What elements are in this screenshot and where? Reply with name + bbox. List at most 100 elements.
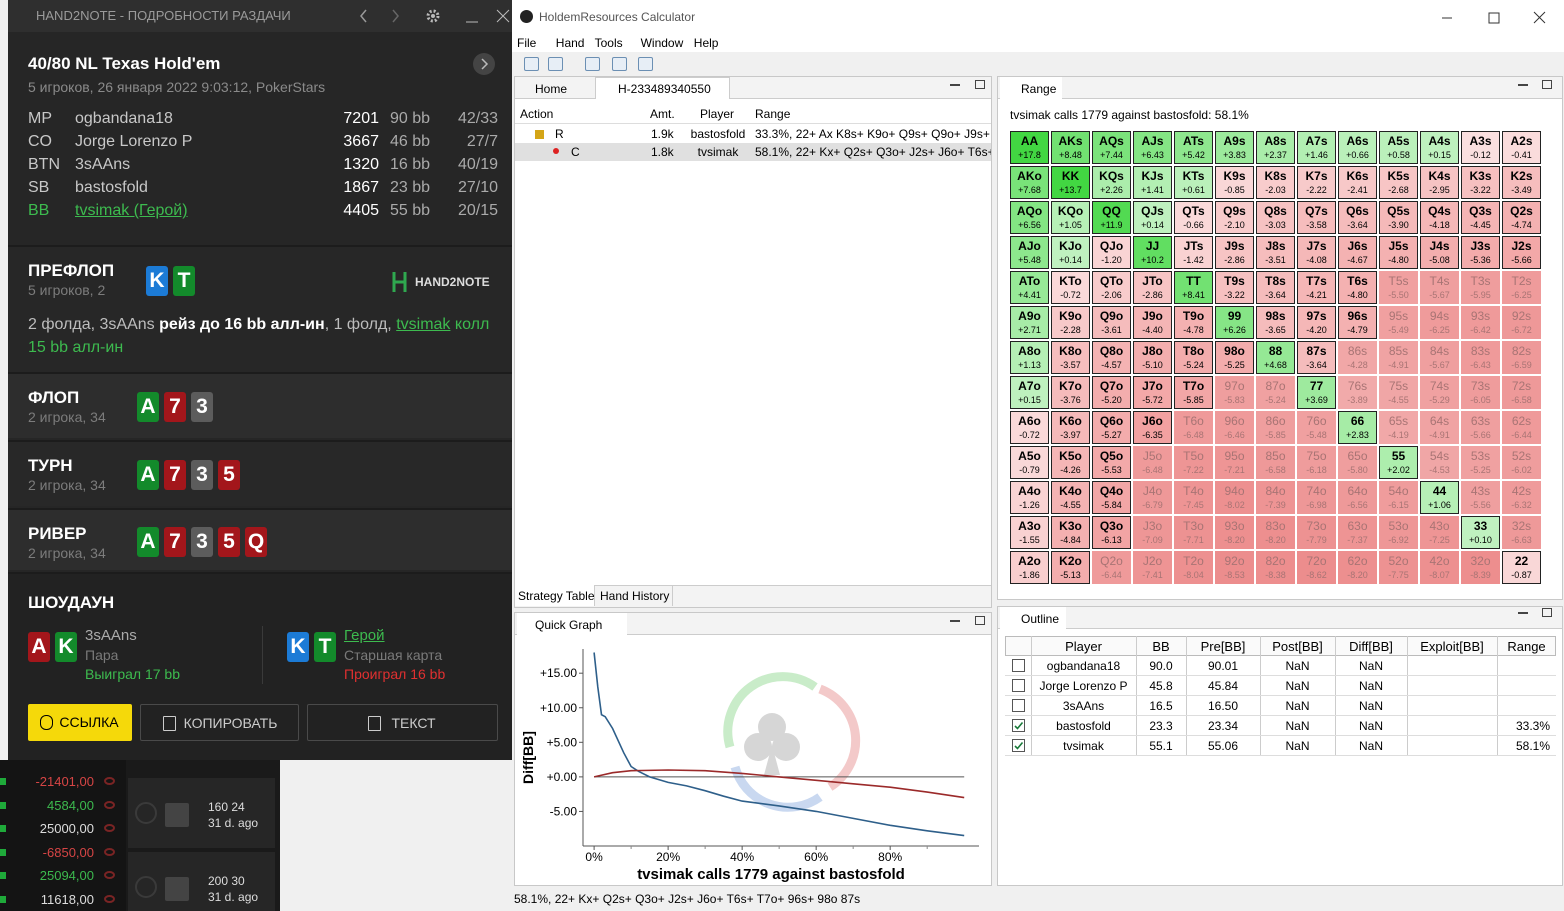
next-button[interactable] — [472, 52, 496, 76]
range-cell[interactable]: AQo +6.56 — [1010, 201, 1049, 234]
range-cell[interactable]: J7s -4.08 — [1297, 236, 1336, 269]
range-cell[interactable]: 75o -6.18 — [1297, 446, 1336, 479]
range-cell[interactable]: Q6o -5.27 — [1092, 411, 1131, 444]
range-cell[interactable]: A2s -0.41 — [1502, 131, 1541, 164]
range-cell[interactable]: T6o -6.48 — [1174, 411, 1213, 444]
range-cell[interactable]: 63s -5.66 — [1461, 411, 1500, 444]
range-cell[interactable]: Q6s -3.64 — [1338, 201, 1377, 234]
range-cell[interactable]: Q5s -3.90 — [1379, 201, 1418, 234]
range-cell[interactable]: 62s -6.44 — [1502, 411, 1541, 444]
range-cell[interactable]: Q7o -5.20 — [1092, 376, 1131, 409]
range-cell[interactable]: 44 +1.06 — [1420, 481, 1459, 514]
range-cell[interactable]: 62o -8.20 — [1338, 551, 1377, 584]
tab-active[interactable] — [595, 77, 730, 99]
minimize-button[interactable] — [950, 84, 960, 86]
range-cell[interactable]: A4s +0.15 — [1420, 131, 1459, 164]
range-cell[interactable]: 85s -4.91 — [1379, 341, 1418, 374]
range-cell[interactable]: QTs -0.66 — [1174, 201, 1213, 234]
minimize-button[interactable] — [950, 620, 960, 622]
menu-item[interactable]: Hand — [555, 36, 585, 50]
range-cell[interactable]: KJo +0.14 — [1051, 236, 1090, 269]
range-cell[interactable]: J3o -7.09 — [1133, 516, 1172, 549]
menu-item[interactable]: File — [517, 36, 537, 50]
range-cell[interactable]: 84o -7.39 — [1256, 481, 1295, 514]
range-cell[interactable]: T6s -4.80 — [1338, 271, 1377, 304]
menu-item[interactable]: Tools — [594, 36, 623, 50]
range-cell[interactable]: QJs +0.14 — [1133, 201, 1172, 234]
range-cell[interactable]: 43s -5.56 — [1461, 481, 1500, 514]
range-cell[interactable]: QJo -1.20 — [1092, 236, 1131, 269]
range-cell[interactable]: K5o -4.26 — [1051, 446, 1090, 479]
range-cell[interactable]: 76s -3.89 — [1338, 376, 1377, 409]
range-cell[interactable]: 98s -3.65 — [1256, 306, 1295, 339]
range-cell[interactable]: 97o -5.83 — [1215, 376, 1254, 409]
range-cell[interactable]: 53o -6.92 — [1379, 516, 1418, 549]
range-cell[interactable]: J2s -5.66 — [1502, 236, 1541, 269]
range-cell[interactable]: 55 +2.02 — [1379, 446, 1418, 479]
range-cell[interactable]: K8o -3.57 — [1051, 341, 1090, 374]
range-cell[interactable]: 86s -4.28 — [1338, 341, 1377, 374]
range-cell[interactable]: 72o -8.62 — [1297, 551, 1336, 584]
range-cell[interactable]: 53s -5.25 — [1461, 446, 1500, 479]
range-cell[interactable]: 73o -7.79 — [1297, 516, 1336, 549]
button[interactable]: ТЕКСТ — [307, 704, 498, 741]
range-cell[interactable]: 97s -4.20 — [1297, 306, 1336, 339]
range-cell[interactable]: J6o -6.35 — [1133, 411, 1172, 444]
range-cell[interactable]: 65o -5.80 — [1338, 446, 1377, 479]
range-cell[interactable]: J4o -6.79 — [1133, 481, 1172, 514]
range-cell[interactable]: 66 +2.83 — [1338, 411, 1377, 444]
range-cell[interactable]: Q8o -4.57 — [1092, 341, 1131, 374]
range-cell[interactable]: AJo +5.48 — [1010, 236, 1049, 269]
range-cell[interactable]: J6s -4.67 — [1338, 236, 1377, 269]
range-cell[interactable]: T8s -3.64 — [1256, 271, 1295, 304]
range-cell[interactable]: A6s +0.66 — [1338, 131, 1377, 164]
range-cell[interactable]: T7s -4.21 — [1297, 271, 1336, 304]
range-cell[interactable]: 93o -8.20 — [1215, 516, 1254, 549]
range-cell[interactable]: K2s -3.49 — [1502, 166, 1541, 199]
range-cell[interactable]: A9o +2.71 — [1010, 306, 1049, 339]
checkbox[interactable] — [1012, 739, 1025, 752]
range-cell[interactable]: QTo -2.06 — [1092, 271, 1131, 304]
range-cell[interactable]: KTo -0.72 — [1051, 271, 1090, 304]
range-cell[interactable]: A2o -1.86 — [1010, 551, 1049, 584]
tab[interactable] — [1000, 607, 1066, 629]
range-cell[interactable]: KK +13.7 — [1051, 166, 1090, 199]
range-cell[interactable]: T9s -3.22 — [1215, 271, 1254, 304]
range-cell[interactable]: Q5o -5.53 — [1092, 446, 1131, 479]
range-cell[interactable]: ATs +5.42 — [1174, 131, 1213, 164]
range-cell[interactable]: 33 +0.10 — [1461, 516, 1500, 549]
range-cell[interactable]: 63o -7.37 — [1338, 516, 1377, 549]
range-cell[interactable]: JTo -2.86 — [1133, 271, 1172, 304]
range-cell[interactable]: 94s -6.25 — [1420, 306, 1459, 339]
range-cell[interactable]: 85o -6.58 — [1256, 446, 1295, 479]
range-cell[interactable]: A8o +1.13 — [1010, 341, 1049, 374]
tab[interactable] — [517, 613, 627, 635]
range-cell[interactable]: K5s -2.68 — [1379, 166, 1418, 199]
range-cell[interactable]: AJs +6.43 — [1133, 131, 1172, 164]
range-cell[interactable]: 76o -5.48 — [1297, 411, 1336, 444]
range-cell[interactable]: K4s -2.95 — [1420, 166, 1459, 199]
range-cell[interactable]: 82o -8.38 — [1256, 551, 1295, 584]
range-cell[interactable]: AKo +7.68 — [1010, 166, 1049, 199]
bottom-tab[interactable] — [597, 585, 673, 606]
range-cell[interactable]: 74o -6.98 — [1297, 481, 1336, 514]
range-cell[interactable]: T4s -5.67 — [1420, 271, 1459, 304]
minimize-button[interactable] — [1518, 612, 1528, 614]
range-cell[interactable]: T2o -8.04 — [1174, 551, 1213, 584]
range-cell[interactable]: 22 -0.87 — [1502, 551, 1541, 584]
range-cell[interactable]: 83o -8.20 — [1256, 516, 1295, 549]
range-cell[interactable]: 99 +6.26 — [1215, 306, 1254, 339]
range-cell[interactable]: 87s -3.64 — [1297, 341, 1336, 374]
range-cell[interactable]: J7o -5.72 — [1133, 376, 1172, 409]
range-cell[interactable]: Q9o -3.61 — [1092, 306, 1131, 339]
checkbox[interactable] — [1012, 659, 1025, 672]
range-cell[interactable]: 82s -6.59 — [1502, 341, 1541, 374]
range-cell[interactable]: 32o -8.39 — [1461, 551, 1500, 584]
range-cell[interactable]: T5s -5.50 — [1379, 271, 1418, 304]
range-cell[interactable]: AA +17.8 — [1010, 131, 1049, 164]
range-cell[interactable]: Q3o -6.13 — [1092, 516, 1131, 549]
range-cell[interactable]: Q3s -4.45 — [1461, 201, 1500, 234]
range-cell[interactable]: 96o -6.46 — [1215, 411, 1254, 444]
range-cell[interactable]: 32s -6.63 — [1502, 516, 1541, 549]
range-cell[interactable]: 88 +4.68 — [1256, 341, 1295, 374]
